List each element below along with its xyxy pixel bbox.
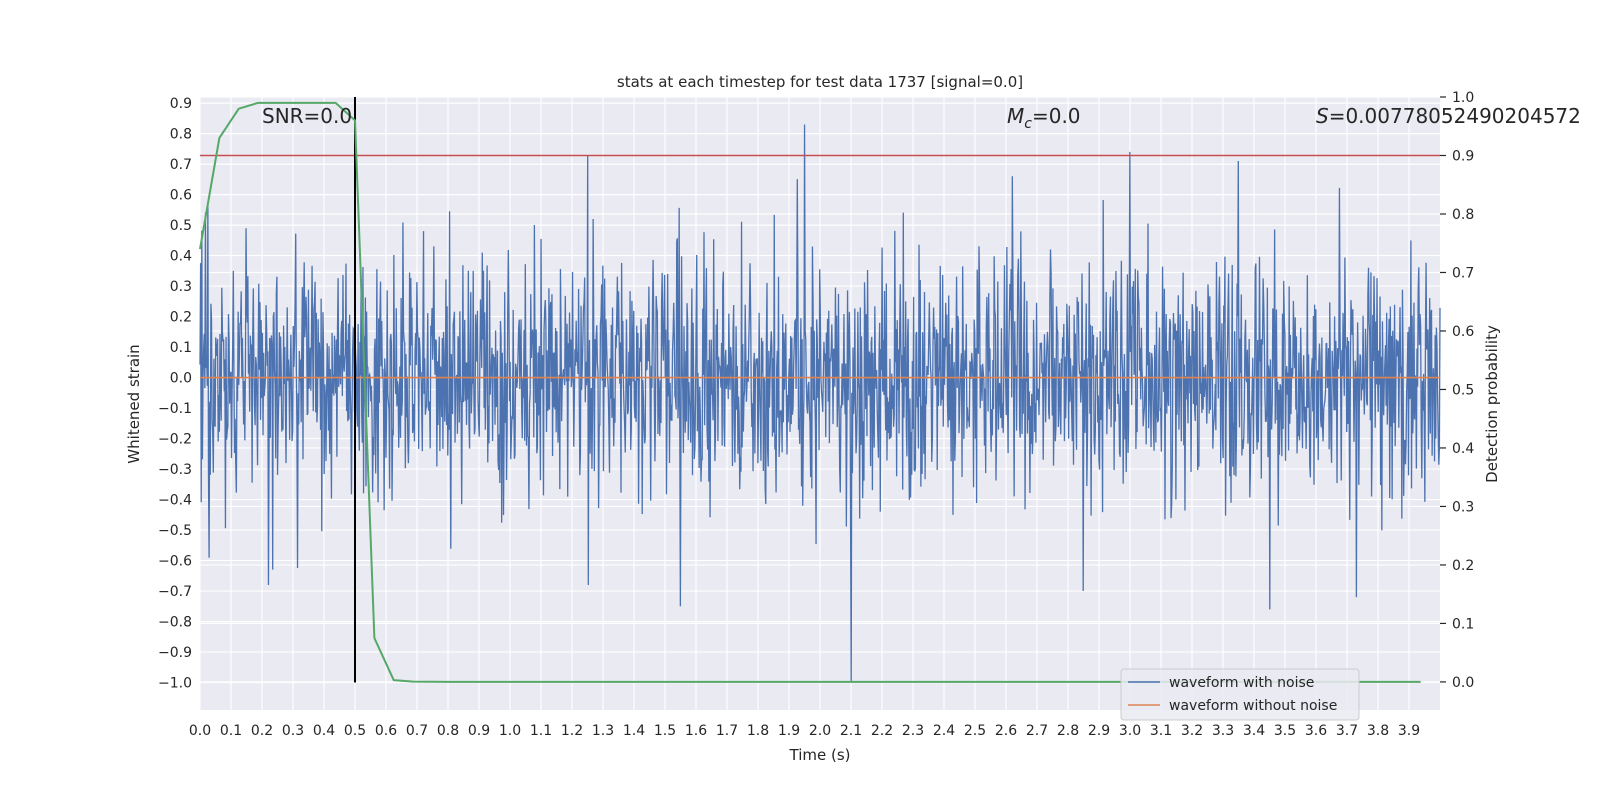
x-tick-label: 3.5 [1274,723,1296,739]
y2-tick-label: 0.1 [1452,616,1474,632]
x-tick-label: 1.6 [685,723,707,739]
x-tick-label: 1.3 [592,723,614,739]
x-tick-label: 1.2 [561,723,583,739]
y2-tick-label: 0.7 [1452,265,1474,281]
y2-tick-label: 0.4 [1452,441,1474,457]
y-tick-label: −0.7 [158,584,192,600]
x-tick-label: 2.4 [933,723,955,739]
y-tick-label: −0.8 [158,615,192,631]
x-tick-label: 1.9 [778,723,800,739]
y-tick-label: 0.6 [170,188,192,204]
legend-box [1120,668,1360,721]
y-tick-label: 0.8 [170,127,192,143]
s-annotation: S=0.00778052490204572 [1316,104,1581,128]
y2-tick-label: 0.2 [1452,558,1474,574]
y2-tick-label: 0.5 [1452,382,1474,398]
mc-annotation: Mc=0.0 [1007,104,1081,132]
y2-tick-label: 0.6 [1452,324,1474,340]
x-tick-label: 3.7 [1336,723,1358,739]
x-tick-label: 2.5 [964,723,986,739]
x-tick-label: 3.9 [1398,723,1420,739]
y-tick-label: 0.9 [170,96,192,112]
x-axis-label: Time (s) [789,746,851,764]
x-tick-label: 3.1 [1150,723,1172,739]
x-tick-label: 3.2 [1181,723,1203,739]
x-tick-label: 2.8 [1057,723,1079,739]
x-tick-label: 2.2 [871,723,893,739]
x-tick-label: 1.8 [747,723,769,739]
noise-series [199,124,1441,683]
y2-tick-label: 0.3 [1452,499,1474,515]
x-tick-label: 2.1 [840,723,862,739]
y2-ticks: 0.0 0.1 0.2 0.3 0.4 0.5 0.6 0.7 0.8 0.9 1.0 [1440,90,1474,691]
x-tick-label: 1.4 [623,723,645,739]
x-tick-label: 0.9 [468,723,490,739]
y-tick-label: −0.2 [158,432,192,448]
y2-tick-label: 1.0 [1452,90,1474,106]
overlays [199,97,1440,683]
y-tick-label: 0.5 [170,218,192,234]
legend: waveform with noise waveform without noi… [1120,668,1360,721]
legend-label-noise: waveform with noise [1169,675,1314,691]
x-tick-label: 0.7 [406,723,428,739]
y-tick-label: −0.1 [158,401,192,417]
legend-label-clean: waveform without noise [1169,698,1337,714]
y-tick-label: 0.1 [170,340,192,356]
y-tick-label: 0.3 [170,279,192,295]
x-tick-label: 0.5 [344,723,366,739]
x-tick-label: 2.0 [809,723,831,739]
x-tick-label: 0.1 [220,723,242,739]
y-ticks: 0.9 0.8 0.7 0.6 0.5 0.4 0.3 0.2 0.1 0.0 −0.1 −0.2 −0… [158,96,192,691]
s-symbol: S [1316,104,1329,128]
noise-waveform-line [199,124,1441,683]
chart-title: stats at each timestep for test data 173… [617,73,1023,91]
y2-tick-label: 0.0 [1452,675,1474,691]
x-tick-label: 2.7 [1026,723,1048,739]
y-tick-label: −0.3 [158,462,192,478]
mc-subscript: c [1024,116,1032,132]
x-tick-label: 3.4 [1243,723,1265,739]
y-tick-label: −0.9 [158,645,192,661]
y2-tick-label: 0.8 [1452,207,1474,223]
x-tick-label: 0.2 [251,723,273,739]
x-tick-label: 2.9 [1088,723,1110,739]
s-value: =0.00778052490204572 [1329,104,1581,128]
y-axis-label: Whitened strain [125,344,143,463]
y-tick-label: −1.0 [158,676,192,692]
mc-value: =0.0 [1032,104,1081,128]
y-tick-label: 0.4 [170,249,192,265]
x-tick-label: 0.0 [189,723,211,739]
y-tick-label: 0.2 [170,310,192,326]
snr-annotation: SNR=0.0 [262,104,352,128]
y-tick-label: −0.5 [158,523,192,539]
y2-tick-label: 0.9 [1452,148,1474,164]
x-ticks: 0.0 0.1 0.2 0.3 0.4 0.5 0.6 0.7 0.8 0.9 1.0 1.1 1.2 1… [189,723,1420,739]
y-tick-label: −0.6 [158,554,192,570]
x-tick-label: 3.3 [1212,723,1234,739]
x-tick-label: 1.5 [654,723,676,739]
x-tick-label: 0.6 [375,723,397,739]
y-tick-label: 0.0 [170,371,192,387]
x-tick-label: 1.0 [499,723,521,739]
mc-symbol: M [1007,104,1024,128]
x-tick-label: 1.7 [716,723,738,739]
x-tick-label: 0.3 [282,723,304,739]
x-tick-label: 2.6 [995,723,1017,739]
x-tick-label: 3.8 [1367,723,1389,739]
x-tick-label: 0.8 [437,723,459,739]
x-tick-label: 3.6 [1305,723,1327,739]
probability-line [199,101,1421,683]
x-tick-label: 1.1 [530,723,552,739]
x-tick-label: 2.3 [902,723,924,739]
x-tick-label: 3.0 [1119,723,1141,739]
x-tick-label: 0.4 [313,723,335,739]
y-tick-label: 0.7 [170,157,192,173]
y2-axis-label: Detection probability [1483,325,1501,483]
y-tick-label: −0.4 [158,493,192,509]
